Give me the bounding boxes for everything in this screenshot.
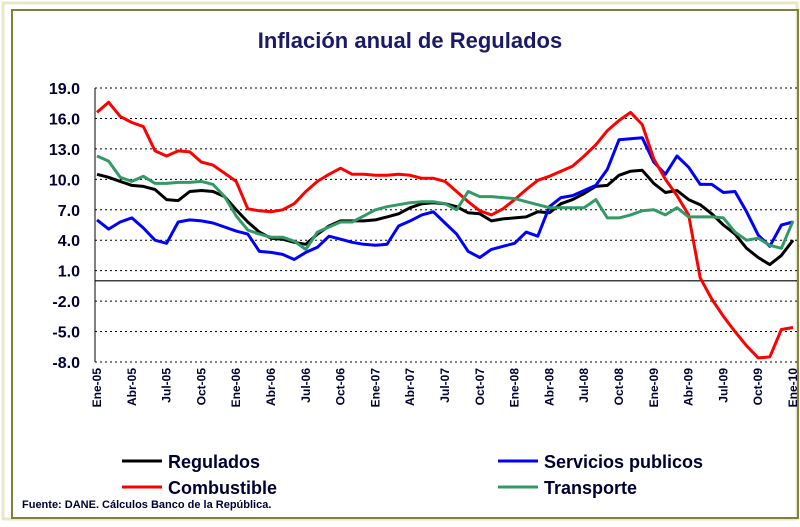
x-tick-label: Ene-07 bbox=[368, 368, 382, 408]
series-line bbox=[96, 136, 794, 261]
y-tick-label: 4.0 bbox=[58, 233, 80, 250]
x-tick-label: Oct-08 bbox=[612, 368, 626, 406]
x-tick-label: Ene-10 bbox=[786, 368, 800, 408]
series-line bbox=[96, 154, 795, 251]
y-tick-label: -2.0 bbox=[52, 294, 80, 311]
y-tick-label: 16.0 bbox=[49, 111, 80, 128]
x-tick-label: Abr-05 bbox=[125, 368, 139, 406]
source: Fuente: DANE. Cálculos Banco de la Repúb… bbox=[22, 499, 271, 511]
x-tick-label: Jul-07 bbox=[438, 368, 452, 403]
x-tick-label: Oct-06 bbox=[334, 368, 348, 406]
x-tick-label: Oct-05 bbox=[194, 368, 208, 406]
legend-label: Transporte bbox=[544, 478, 637, 498]
legend-label: Regulados bbox=[168, 452, 260, 472]
x-tick-label: Abr-06 bbox=[264, 368, 278, 406]
series-line bbox=[96, 100, 794, 360]
y-tick-label: 10.0 bbox=[49, 172, 80, 189]
x-tick-label: Ene-08 bbox=[508, 368, 522, 408]
x-tick-label: Abr-08 bbox=[542, 368, 556, 406]
y-tick-label: 7.0 bbox=[58, 203, 80, 220]
x-tick-label: Jul-06 bbox=[299, 368, 313, 403]
x-tick-label: Abr-07 bbox=[403, 368, 417, 406]
legend-label: Combustible bbox=[168, 478, 277, 498]
y-tick-label: -8.0 bbox=[52, 355, 80, 372]
x-tick-label: Jul-05 bbox=[160, 368, 174, 403]
y-tick-label: 1.0 bbox=[58, 264, 80, 281]
y-tick-label: 19.0 bbox=[49, 81, 80, 98]
x-tick-label: Ene-09 bbox=[647, 368, 661, 408]
chart-frame bbox=[11, 9, 799, 519]
x-tick-label: Oct-09 bbox=[751, 368, 765, 406]
x-tick-label: Oct-07 bbox=[473, 368, 487, 406]
x-tick-label: Jul-09 bbox=[716, 368, 730, 403]
x-tick-label: Jul-08 bbox=[577, 368, 591, 403]
x-tick-label: Abr-09 bbox=[682, 368, 696, 406]
chart-title: Inflación anual de Regulados bbox=[258, 28, 562, 53]
y-tick-label: -5.0 bbox=[52, 325, 80, 342]
x-tick-label: Ene-06 bbox=[229, 368, 243, 408]
x-tick-label: Ene-05 bbox=[90, 368, 104, 408]
legend-label: Servicios publicos bbox=[544, 452, 703, 472]
y-tick-label: 13.0 bbox=[49, 142, 80, 159]
